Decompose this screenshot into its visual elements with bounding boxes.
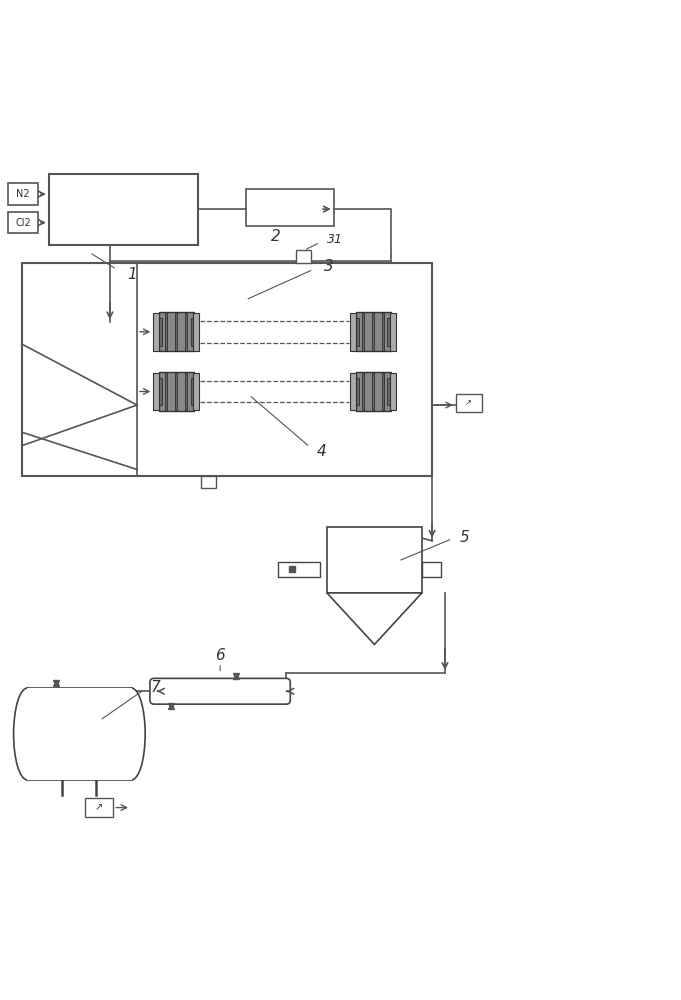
- Bar: [8, 183, 38, 205]
- Text: 31: 31: [327, 233, 343, 246]
- FancyBboxPatch shape: [150, 678, 290, 704]
- Text: ↗: ↗: [465, 399, 472, 408]
- Bar: [350, 313, 356, 351]
- Bar: [22, 263, 432, 476]
- Bar: [350, 373, 356, 410]
- Bar: [422, 562, 441, 577]
- Bar: [387, 318, 390, 346]
- Bar: [382, 313, 384, 351]
- Bar: [193, 313, 200, 351]
- Text: 3: 3: [323, 259, 333, 274]
- Bar: [362, 373, 364, 410]
- Bar: [193, 373, 200, 410]
- Bar: [382, 373, 384, 410]
- Bar: [390, 313, 396, 351]
- Ellipse shape: [118, 688, 145, 780]
- Bar: [191, 318, 193, 346]
- Bar: [185, 313, 187, 351]
- Bar: [372, 373, 374, 410]
- Bar: [296, 250, 311, 263]
- Bar: [356, 318, 359, 346]
- Text: N2: N2: [16, 189, 30, 199]
- Bar: [390, 373, 396, 410]
- Bar: [165, 313, 167, 351]
- Bar: [159, 378, 162, 405]
- Bar: [27, 688, 131, 780]
- Polygon shape: [327, 527, 422, 593]
- Bar: [372, 313, 374, 351]
- Bar: [356, 378, 359, 405]
- Bar: [202, 476, 217, 488]
- Text: 2: 2: [271, 229, 281, 244]
- Bar: [387, 378, 390, 405]
- Bar: [8, 212, 38, 233]
- Bar: [191, 378, 193, 405]
- Text: 1: 1: [127, 267, 137, 282]
- Bar: [49, 174, 198, 245]
- Text: 6: 6: [215, 648, 225, 663]
- Text: 4: 4: [317, 444, 326, 459]
- Bar: [85, 798, 113, 817]
- Bar: [175, 313, 177, 351]
- Bar: [175, 373, 177, 410]
- Bar: [246, 189, 334, 226]
- Text: ↗: ↗: [95, 803, 103, 813]
- Bar: [159, 318, 162, 346]
- Bar: [153, 373, 159, 410]
- Bar: [159, 312, 194, 351]
- Ellipse shape: [14, 688, 41, 780]
- Bar: [153, 313, 159, 351]
- Text: 7: 7: [151, 680, 160, 695]
- Bar: [355, 372, 391, 411]
- Text: Cl2: Cl2: [15, 218, 31, 228]
- Bar: [278, 562, 320, 577]
- Bar: [185, 373, 187, 410]
- Bar: [362, 313, 364, 351]
- Bar: [355, 312, 391, 351]
- Bar: [456, 394, 481, 412]
- Polygon shape: [327, 593, 422, 644]
- Bar: [165, 373, 167, 410]
- Bar: [159, 372, 194, 411]
- Text: 5: 5: [459, 530, 469, 545]
